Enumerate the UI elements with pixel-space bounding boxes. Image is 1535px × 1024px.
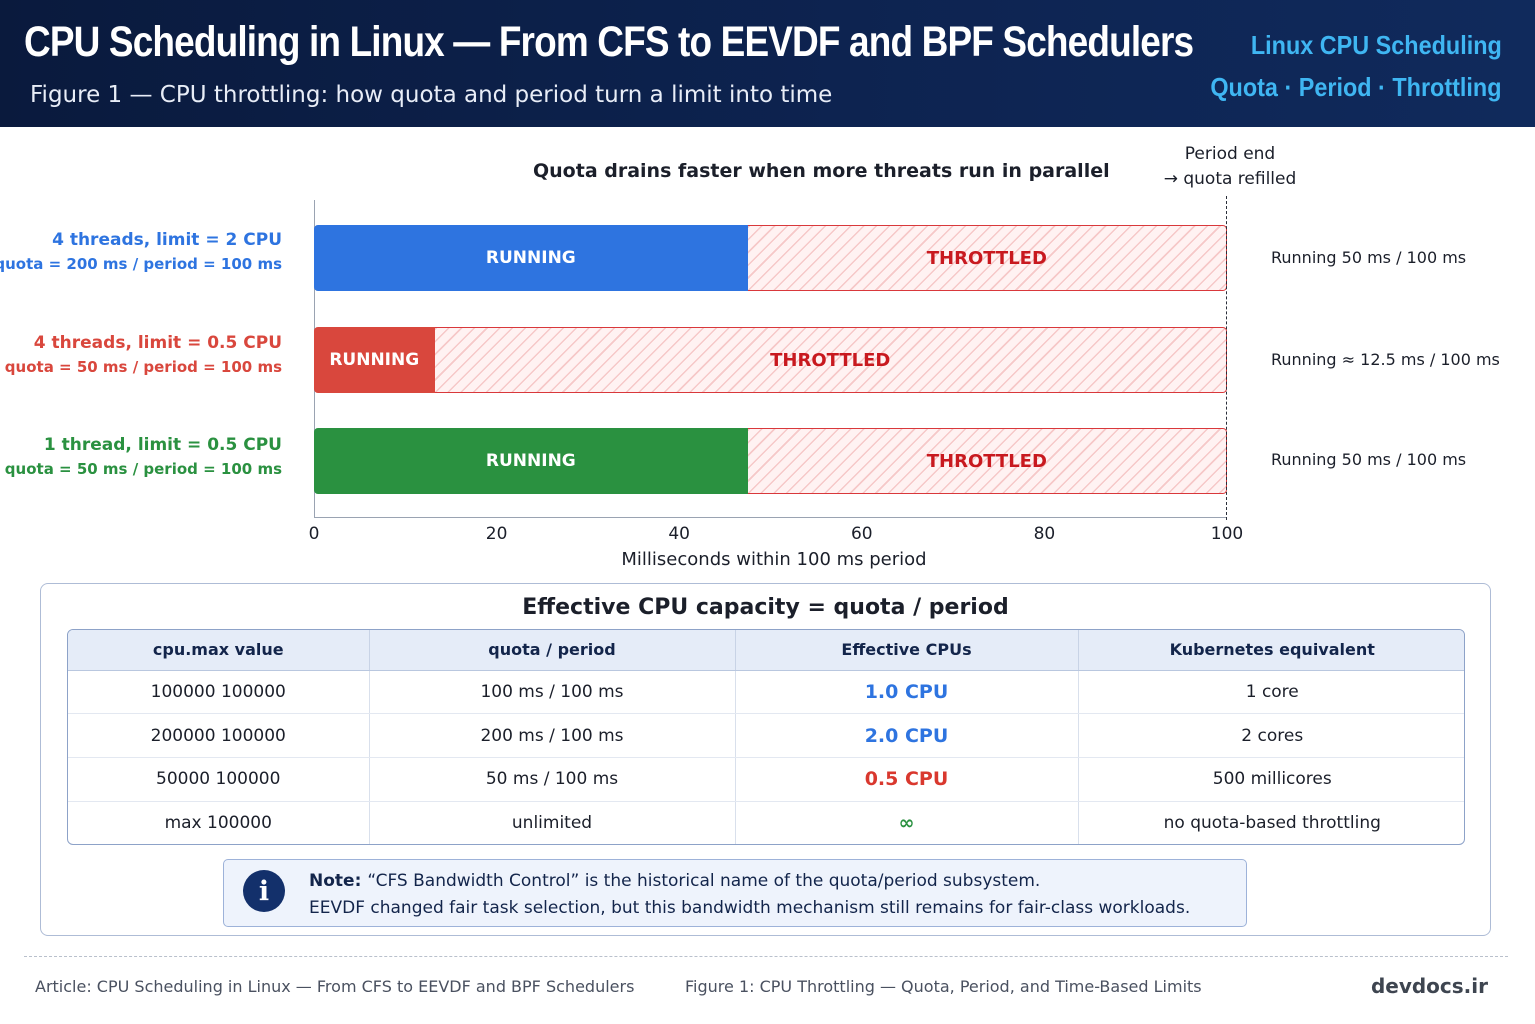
cell-kubernetes: 500 millicores [1078,757,1464,802]
row-label-quota: quota = 200 ms / period = 100 ms [0,255,282,273]
row-label-title: 1 thread, limit = 0.5 CPU [43,435,282,455]
period-end-label: Period end [1184,144,1276,164]
x-tick-label: 40 [668,524,691,544]
figure-subtitle: Figure 1 — CPU throttling: how quota and… [30,82,833,108]
cell-quota-period: 50 ms / 100 ms [369,757,736,802]
cell-cpu-max: 200000 100000 [68,713,370,758]
cell-cpu-max: 50000 100000 [68,757,370,802]
running-note: Running ≈ 12.5 ms / 100 ms [1271,350,1500,369]
bar-row-2: RUNNING THROTTLED [314,327,1227,393]
running-segment: RUNNING [314,327,435,393]
quota-refilled-label: → quota refilled [1163,169,1297,189]
row-label-1-thread-05cpu: 1 thread, limit = 0.5 CPU quota = 50 ms … [5,435,282,478]
cell-quota-period: unlimited [369,801,736,844]
cell-effective-cpus: ∞ [735,801,1079,844]
topic-title: Linux CPU Scheduling [1251,30,1502,60]
running-segment: RUNNING [314,225,748,291]
note-label: Note: [309,871,362,891]
throttled-segment: THROTTLED [747,225,1227,291]
note-text-1: “CFS Bandwidth Control” is the historica… [367,871,1041,891]
throttled-segment: THROTTLED [434,327,1227,393]
cell-kubernetes: 1 core [1078,670,1464,715]
x-axis-label: Milliseconds within 100 ms period [621,549,927,570]
x-tick-label: 100 [1210,524,1244,544]
row-label-4-threads-2cpu: 4 threads, limit = 2 CPU quota = 200 ms … [0,230,282,273]
table-header-row: cpu.max value quota / period Effective C… [68,630,1464,671]
cell-kubernetes: no quota-based throttling [1163,812,1381,833]
table-row: max 100000 unlimited ∞ no quota-based th… [68,801,1464,844]
row-label-quota: quota = 50 ms / period = 100 ms [4,460,282,478]
row-label-quota: quota = 50 ms / period = 100 ms [4,358,282,376]
table-row: 200000 100000 200 ms / 100 ms 2.0 CPU 2 … [68,713,1464,758]
running-note: Running 50 ms / 100 ms [1271,450,1467,469]
header-banner: CPU Scheduling in Linux — From CFS to EE… [0,0,1535,127]
footer-site: devdocs.ir [1370,974,1488,998]
note-line-1: Note: “CFS Bandwidth Control” is the hist… [309,871,1040,891]
note-box [223,859,1247,927]
x-tick-label: 80 [1033,524,1056,544]
cell-cpu-max: max 100000 [68,801,370,844]
footer-article: Article: CPU Scheduling in Linux — From … [35,977,635,996]
cell-effective-cpus: 1.0 CPU [735,670,1079,715]
x-tick-label: 20 [485,524,508,544]
table-row: 100000 100000 100 ms / 100 ms 1.0 CPU 1 … [68,670,1464,715]
cell-kubernetes: 2 cores [1078,713,1464,758]
footer-figure-caption: Figure 1: CPU Throttling — Quota, Period… [685,977,1202,996]
period-end-line [1226,196,1227,520]
x-axis-line [314,517,1227,518]
period-end-annotation: Period end → quota refilled [1160,142,1300,192]
note-line-2: EEVDF changed fair task selection, but t… [309,898,1191,918]
bar-row-1: RUNNING THROTTLED [314,225,1227,291]
header-kubernetes: Kubernetes equivalent [1078,630,1464,671]
cell-quota-period: 200 ms / 100 ms [369,713,736,758]
throttled-segment: THROTTLED [747,428,1227,494]
cell-cpu-max: 100000 100000 [68,670,370,715]
row-label-title: 4 threads, limit = 0.5 CPU [33,333,282,353]
x-tick-label: 60 [850,524,873,544]
header-effective-cpus: Effective CPUs [735,630,1079,671]
running-note: Running 50 ms / 100 ms [1271,248,1467,267]
cell-effective-cpus: 0.5 CPU [735,757,1079,802]
table-row: 50000 100000 50 ms / 100 ms 0.5 CPU 500 … [68,757,1464,802]
header-quota-period: quota / period [369,630,736,671]
info-icon: i [243,870,285,912]
bar-row-3: RUNNING THROTTLED [314,428,1227,494]
table-title: Effective CPU capacity = quota / period [522,595,1009,620]
footer-divider [24,956,1508,957]
header-cpu-max: cpu.max value [68,630,370,671]
page-title: CPU Scheduling in Linux — From CFS to EE… [24,18,1194,66]
capacity-table: cpu.max value quota / period Effective C… [67,629,1465,845]
running-segment: RUNNING [314,428,748,494]
cell-effective-cpus: 2.0 CPU [735,713,1079,758]
topic-keywords: Quota · Period · Throttling [1210,72,1502,102]
x-tick-label: 0 [308,524,320,544]
row-label-title: 4 threads, limit = 2 CPU [52,230,282,250]
row-label-4-threads-05cpu: 4 threads, limit = 0.5 CPU quota = 50 ms… [5,333,282,376]
cell-quota-period: 100 ms / 100 ms [369,670,736,715]
chart-title: Quota drains faster when more threats ru… [533,160,1110,182]
